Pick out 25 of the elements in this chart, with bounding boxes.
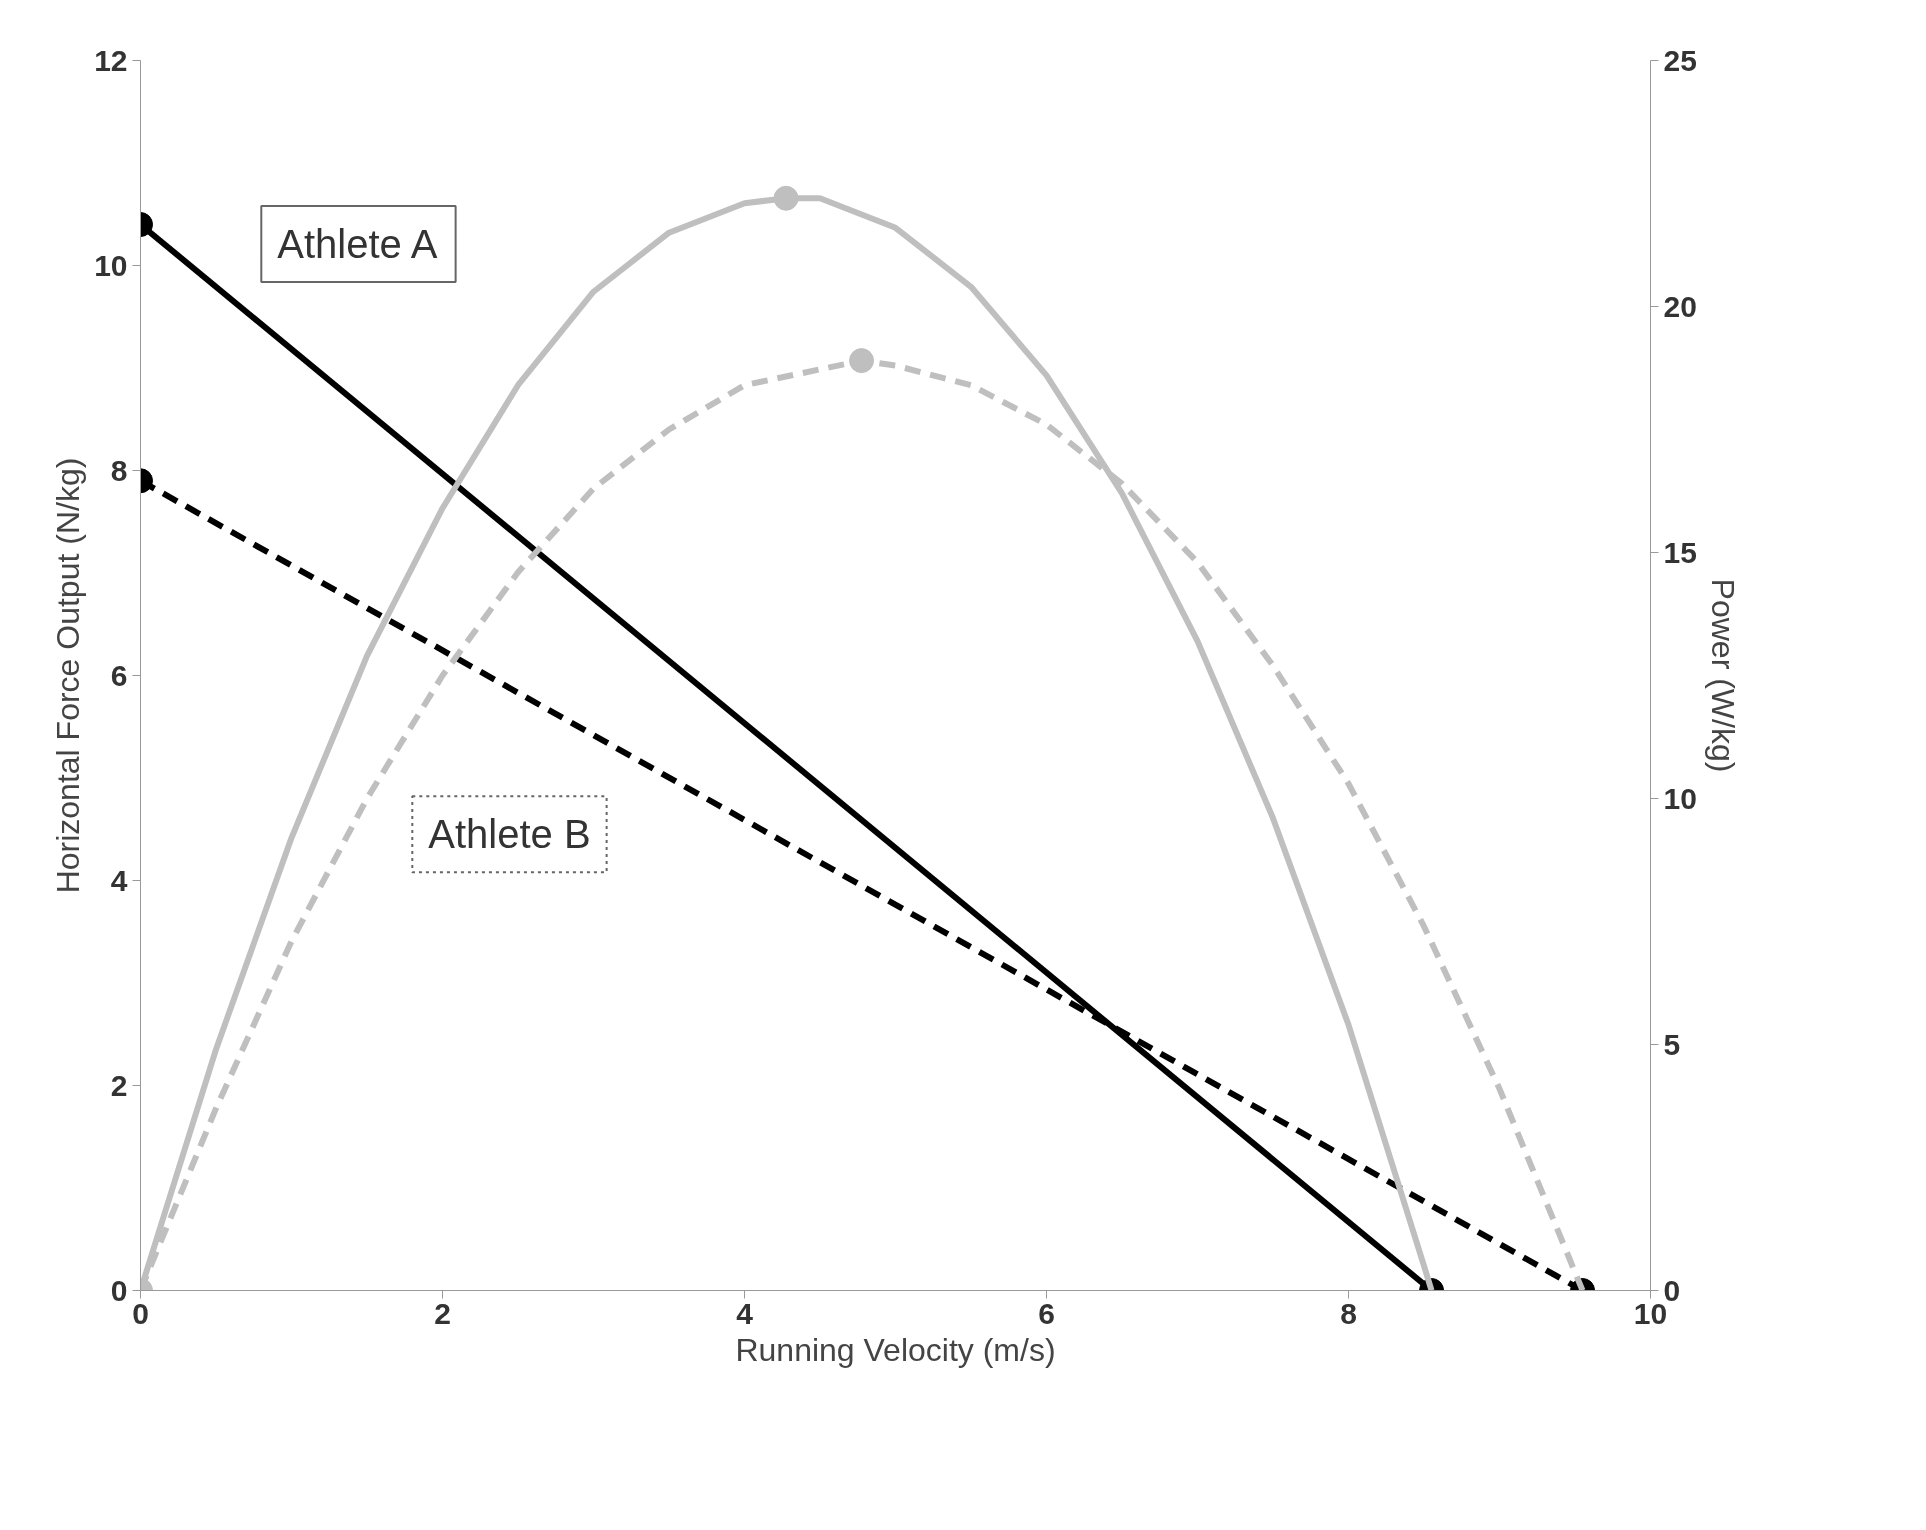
annotation: Athlete A	[277, 221, 438, 266]
x-tick-label: 0	[132, 1296, 149, 1330]
y-axis-title: Horizontal Force Output (N/kg)	[50, 457, 87, 894]
y2-tick-label: 15	[1663, 535, 1697, 569]
y2-tick-label: 10	[1663, 781, 1697, 815]
annotation: Athlete B	[428, 812, 591, 857]
y2-tick-label: 5	[1663, 1027, 1681, 1061]
x-tick-label: 2	[434, 1296, 451, 1330]
x-tick-label: 8	[1340, 1296, 1357, 1330]
y-tick-label: 8	[110, 453, 128, 487]
point	[773, 185, 799, 211]
y-tick-label: 0	[110, 1273, 128, 1307]
y-tick-label: 6	[110, 658, 128, 692]
point	[849, 348, 875, 374]
y-tick-label: 2	[110, 1068, 128, 1102]
x-tick-label: 4	[736, 1296, 754, 1330]
y-tick-label: 12	[94, 43, 128, 77]
x-axis-title: Running Velocity (m/s)	[735, 1331, 1056, 1368]
y-tick-label: 4	[110, 863, 128, 897]
y2-axis-title: Power (W/kg)	[1704, 578, 1741, 773]
x-tick-label: 6	[1038, 1296, 1055, 1330]
y2-tick-label: 20	[1663, 289, 1697, 323]
y-tick-label: 10	[94, 248, 128, 282]
y2-tick-label: 0	[1663, 1273, 1681, 1307]
y2-tick-label: 25	[1663, 43, 1697, 77]
